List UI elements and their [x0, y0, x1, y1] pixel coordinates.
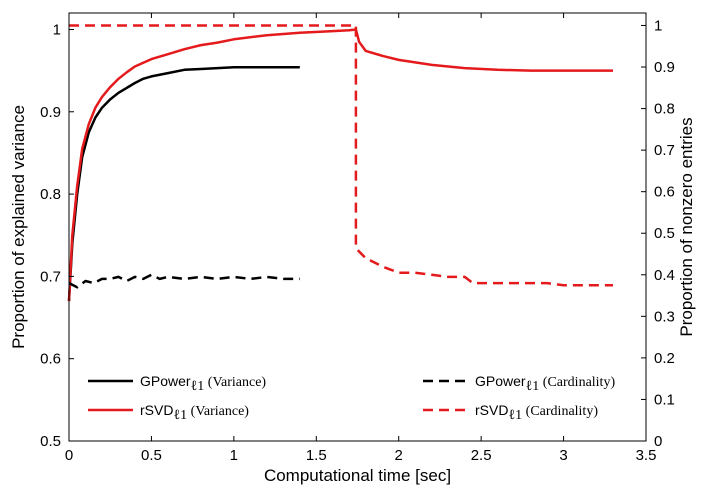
y-tick-label-right: 0.9: [654, 59, 675, 76]
y-tick-label-right: 0.5: [654, 225, 675, 242]
y-tick-label-right: 0.4: [654, 267, 675, 284]
x-tick-label: 2: [395, 447, 403, 464]
y-tick-label-left: 0.9: [40, 104, 61, 121]
y-tick-label-right: 0.6: [654, 184, 675, 201]
x-tick-label: 2.5: [471, 447, 492, 464]
legend-label: rSVDℓ1 (Cardinality): [475, 402, 598, 423]
y-axis-label-left: Proportion of explained variance: [9, 105, 28, 349]
y-tick-label-left: 0.8: [40, 186, 61, 203]
y-tick-label-right: 1: [654, 17, 662, 34]
x-tick-label: 0: [65, 447, 73, 464]
series-line-1: [67, 28, 613, 302]
y-tick-label-right: 0: [654, 433, 662, 450]
x-axis-label: Computational time [sec]: [264, 466, 451, 485]
x-tick-label: 3.5: [636, 447, 657, 464]
series-line-2: [68, 273, 300, 289]
y-tick-label-right: 0.7: [654, 142, 675, 159]
ticks: 0 0.5 1 1.5 2 2.5 3 3.50.50.60.70.80.9100.10.20…: [40, 13, 675, 464]
x-tick-label: 1: [230, 447, 238, 464]
x-tick-label: 1.5: [306, 447, 327, 464]
y-tick-label-right: 0.2: [654, 350, 675, 367]
y-tick-label-right: 0.3: [654, 308, 675, 325]
y-tick-label-right: 0.1: [654, 391, 675, 408]
y-tick-label-left: 1: [53, 21, 61, 38]
legend: GPowerℓ1 (Variance) rSVDℓ1 (Variance) GPow…: [88, 373, 615, 423]
series-line-0: [67, 66, 300, 302]
y-axis-label-right: Proportion of nonzero entries: [677, 117, 696, 336]
series-line-3: [69, 24, 613, 287]
legend-label: GPowerℓ1 (Cardinality): [475, 373, 615, 394]
y-tick-label-right: 0.8: [654, 101, 675, 118]
legend-label: GPowerℓ1 (Variance): [140, 373, 266, 394]
x-tick-label: 3: [559, 447, 567, 464]
y-tick-label-left: 0.6: [40, 351, 61, 368]
legend-label: rSVDℓ1 (Variance): [140, 402, 249, 423]
y-tick-label-left: 0.7: [40, 268, 61, 285]
x-tick-label: 0.5: [141, 447, 162, 464]
plot-frame: [68, 12, 647, 442]
plot-lines: [67, 24, 613, 302]
y-tick-label-left: 0.5: [40, 433, 61, 450]
